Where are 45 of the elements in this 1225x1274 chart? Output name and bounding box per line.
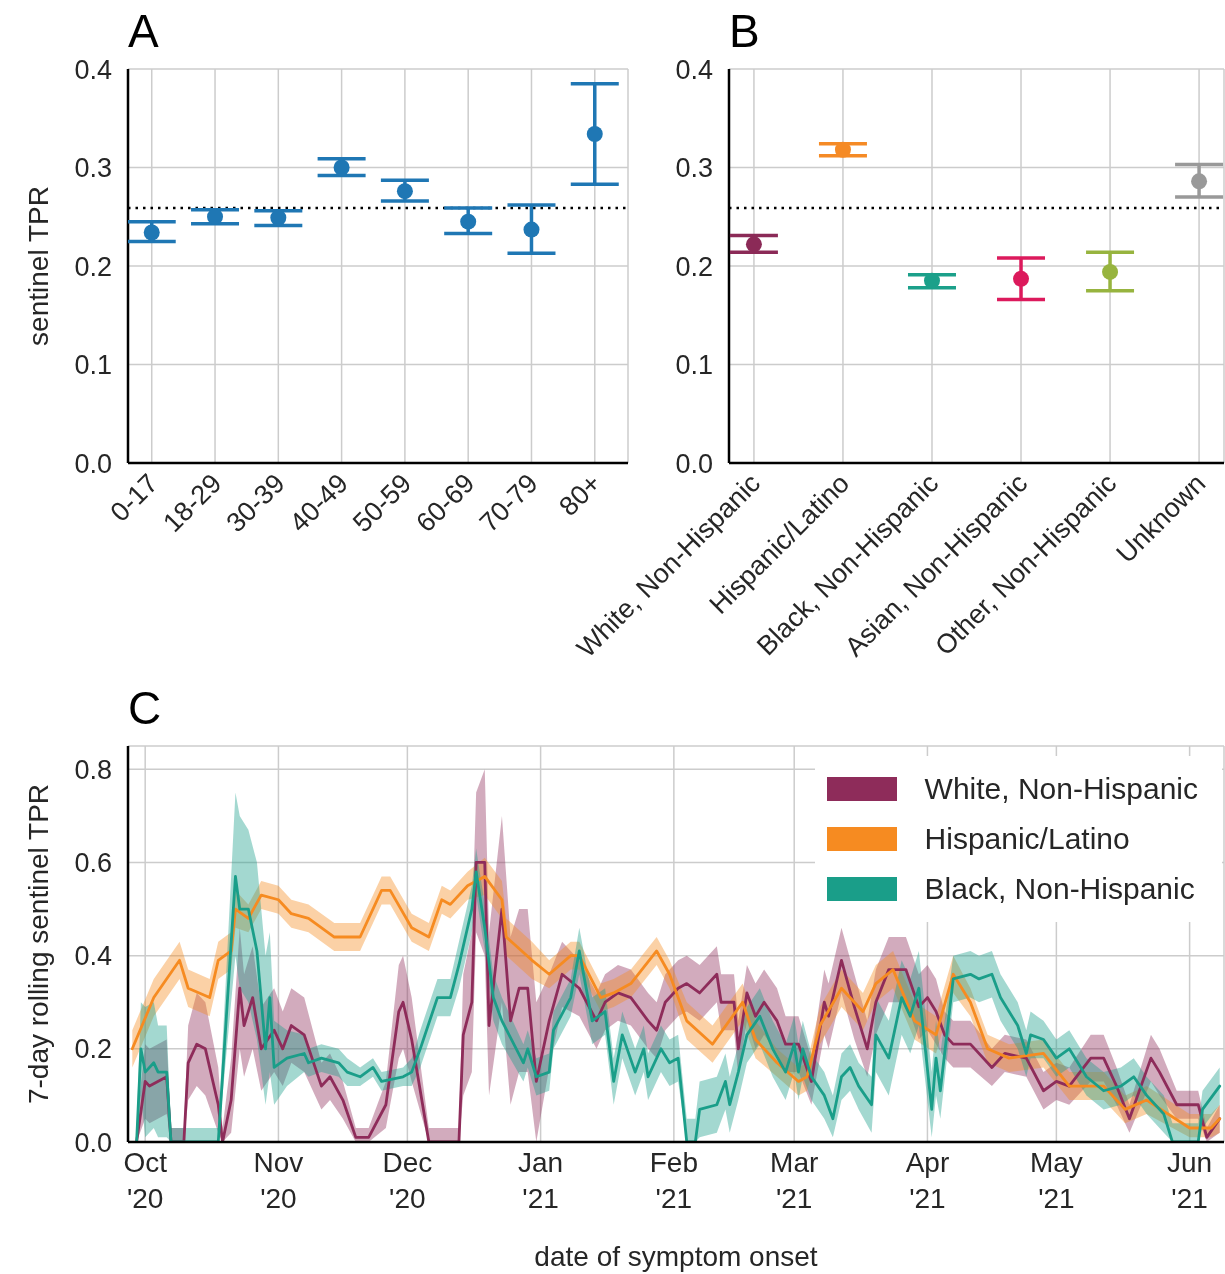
y-tick-label: 0.2 [74, 1034, 112, 1065]
point [1102, 263, 1119, 280]
point [523, 221, 540, 238]
y-axis-title: sentinel TPR [22, 186, 54, 346]
x-tick-label: Jun '21 [1167, 1147, 1213, 1214]
y-tick-label: 0.4 [675, 54, 713, 85]
point [745, 236, 762, 253]
y-tick-label: 0.3 [74, 153, 112, 184]
x-axis-title: date of symptom onset [534, 1241, 818, 1272]
point [460, 213, 477, 230]
chart-title: B [729, 4, 760, 59]
x-tick-label: Oct '20 [123, 1147, 168, 1214]
x-tick-label: Feb '21 [649, 1147, 698, 1214]
x-tick-label: May '21 [1029, 1147, 1083, 1214]
x-tick-label: Mar '21 [770, 1147, 819, 1214]
y-tick-label: 0.6 [74, 848, 112, 879]
x-tick-label: Dec '20 [382, 1147, 433, 1214]
legend-label: Black, Non-Hispanic [924, 872, 1195, 906]
point [1191, 173, 1208, 190]
x-tick-label: Jan '21 [518, 1147, 564, 1214]
legend-label: Hispanic/Latino [924, 822, 1130, 856]
y-tick-label: 0.4 [74, 941, 112, 972]
y-tick-label: 0.0 [74, 1127, 112, 1158]
chart-title: A [128, 4, 159, 59]
chart-title: C [128, 681, 162, 736]
x-tick-label: 80+ [553, 468, 608, 522]
point [1013, 270, 1030, 287]
point [333, 159, 350, 176]
point [586, 126, 603, 143]
y-tick-label: 0.0 [675, 448, 713, 479]
y-tick-label: 0.4 [74, 54, 112, 85]
legend-label: White, Non-Hispanic [924, 772, 1198, 806]
x-tick-label: Apr '21 [905, 1147, 950, 1214]
point [396, 183, 413, 200]
y-tick-label: 0.0 [74, 448, 112, 479]
y-tick-label: 0.1 [74, 350, 112, 381]
y-axis-title: 7-day rolling sentinel TPR [22, 783, 54, 1105]
y-tick-label: 0.3 [675, 153, 713, 184]
point [834, 141, 851, 158]
x-tick-label: Nov '20 [253, 1147, 304, 1214]
y-tick-label: 0.1 [675, 350, 713, 381]
y-tick-label: 0.2 [74, 251, 112, 282]
y-tick-label: 0.8 [74, 754, 112, 785]
y-tick-label: 0.2 [675, 251, 713, 282]
point [143, 224, 160, 241]
